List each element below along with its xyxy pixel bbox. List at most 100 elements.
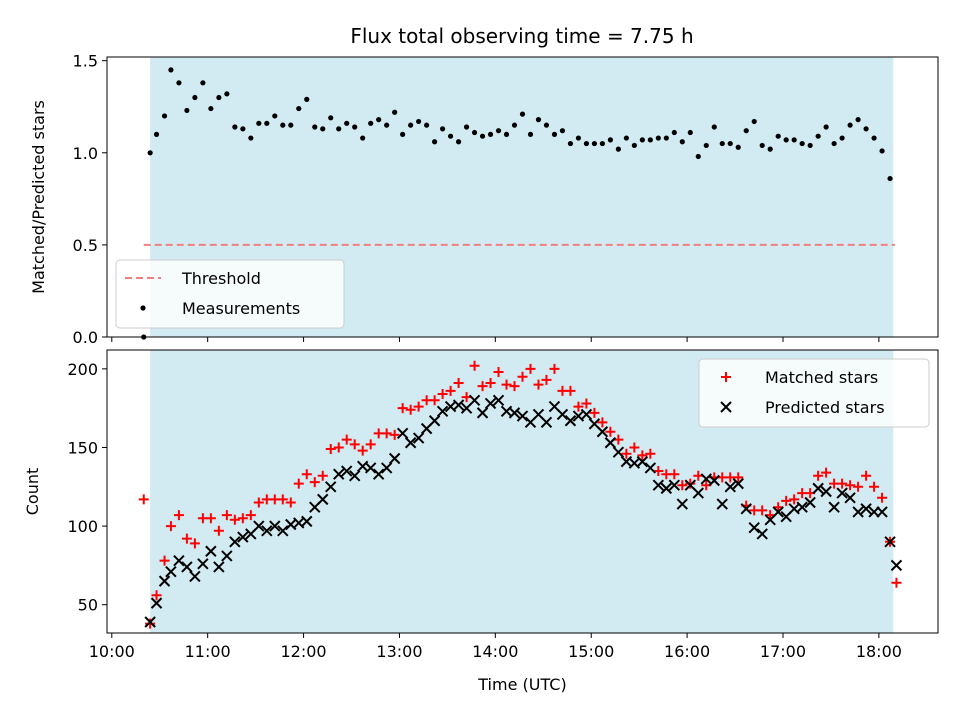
measurement-point	[695, 153, 701, 160]
measurement-point	[503, 131, 510, 137]
predicted-star-point	[716, 498, 728, 510]
matched-star-point	[181, 533, 192, 544]
predicted-star-point	[173, 554, 185, 567]
measurement-point	[703, 142, 709, 149]
y-axis-label: Count	[23, 468, 42, 516]
predicted-star-point	[213, 561, 225, 573]
matched-star-point	[365, 439, 376, 450]
measurement-point	[559, 128, 566, 134]
measurement-point	[655, 135, 661, 141]
matched-star-point	[869, 481, 880, 492]
measurement-point	[535, 117, 542, 123]
matched-star-point	[469, 360, 480, 371]
matched-star-point	[597, 417, 608, 428]
measurement-point	[168, 67, 174, 73]
matched-star-point	[325, 444, 336, 455]
predicted-star-point	[828, 501, 840, 513]
predicted-star-point	[668, 479, 681, 491]
measurement-point	[743, 128, 749, 134]
measurement-point	[727, 140, 733, 147]
measurement-point	[847, 122, 853, 128]
measurement-point	[487, 131, 494, 137]
matched-star-point	[485, 378, 496, 389]
measurement-point	[543, 122, 550, 128]
measurement-point	[575, 135, 582, 141]
matched-star-point	[285, 497, 296, 508]
measurement-point	[879, 148, 885, 154]
predicted-star-point	[884, 536, 896, 548]
y-tick-label: 0.5	[73, 236, 98, 255]
measurement-point	[400, 131, 406, 137]
predicted-star-point	[221, 550, 233, 562]
matched-star-point	[837, 478, 848, 489]
measurement-point	[153, 131, 160, 137]
predicted-star-point	[604, 437, 617, 449]
matched-star-point	[853, 481, 864, 492]
matched-star-point	[309, 477, 320, 488]
measurement-point	[639, 137, 645, 143]
predicted-star-point	[404, 437, 417, 449]
predicted-star-point	[476, 407, 489, 419]
matched-star-point	[381, 428, 392, 439]
measurement-point	[471, 129, 478, 136]
predicted-star-point	[144, 616, 156, 628]
measurement-point	[551, 131, 558, 137]
bottom-panel: 50 100 150 200 10:00 11:00 12:00 13:00 14:00 15:0…	[23, 349, 939, 694]
matched-star-point	[445, 385, 456, 396]
matched-star-point	[549, 363, 560, 374]
predicted-star-point	[189, 570, 201, 583]
matched-star-point	[138, 494, 149, 505]
measurement-point	[216, 94, 222, 101]
predicted-star-point	[412, 432, 425, 444]
matched-star-point	[573, 401, 584, 412]
matched-star-point	[453, 378, 464, 389]
legend-label: Measurements	[182, 299, 300, 318]
measurement-point	[607, 137, 613, 143]
matched-star-point	[637, 450, 648, 461]
measurement-point	[767, 146, 773, 152]
measurement-point	[352, 124, 358, 130]
predicted-star-point	[380, 462, 393, 474]
predicted-star-point	[772, 506, 784, 518]
measurement-point	[679, 139, 685, 145]
measurement-point	[751, 118, 757, 125]
measurement-point	[256, 120, 262, 126]
matched-star-point	[159, 555, 170, 566]
measurement-point	[623, 135, 629, 141]
measurement-point	[208, 105, 214, 112]
measurement-point	[184, 107, 190, 114]
measurement-point	[647, 137, 653, 143]
matched-star-point	[151, 590, 162, 601]
measurement-point	[823, 124, 829, 130]
matched-star-point	[429, 395, 440, 406]
predicted-star-point	[492, 394, 505, 407]
matched-star-point	[677, 480, 688, 491]
legend: Matched stars Predicted stars	[698, 358, 930, 428]
predicted-star-point	[508, 407, 521, 419]
measurement-point	[360, 135, 366, 141]
matched-star-point	[861, 470, 872, 481]
measurement-point	[567, 140, 574, 147]
predicted-star-point	[748, 521, 760, 534]
measurement-point	[631, 142, 637, 149]
predicted-star-point	[269, 520, 281, 532]
measurement-point	[791, 137, 797, 143]
measurement-point	[408, 122, 414, 128]
predicted-star-point	[516, 410, 529, 422]
matched-star-point	[245, 510, 256, 521]
measurement-point	[192, 94, 198, 101]
predicted-star-point	[890, 559, 903, 572]
y-tick-label: 50	[78, 596, 98, 615]
predicted-star-point	[812, 482, 824, 495]
matched-star-point	[413, 401, 424, 412]
predicted-star-point	[724, 481, 736, 493]
measurement-point	[200, 80, 206, 86]
predicted-star-point	[860, 503, 872, 515]
measurement-point	[583, 140, 590, 147]
matched-star-point	[189, 538, 200, 549]
matched-star-point	[509, 381, 520, 392]
predicted-star-point	[692, 487, 704, 499]
predicted-star-point	[229, 536, 241, 548]
predicted-star-point	[660, 482, 673, 495]
